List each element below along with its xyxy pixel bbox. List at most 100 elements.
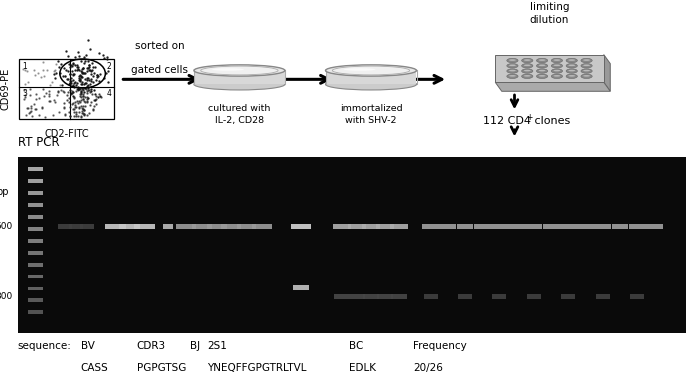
Polygon shape xyxy=(603,55,610,91)
Ellipse shape xyxy=(194,79,285,90)
Ellipse shape xyxy=(507,63,518,68)
Point xyxy=(67,106,78,112)
Point xyxy=(72,84,83,90)
Point xyxy=(59,73,70,79)
Point xyxy=(88,86,99,92)
Point xyxy=(78,96,89,102)
Point xyxy=(81,111,92,118)
Point xyxy=(99,75,110,81)
Point xyxy=(69,106,80,113)
Ellipse shape xyxy=(522,63,533,68)
Point xyxy=(69,80,80,86)
Point xyxy=(54,108,65,115)
Point xyxy=(75,81,86,87)
Bar xyxy=(630,293,644,299)
Point xyxy=(37,86,48,92)
Point xyxy=(73,53,84,59)
Point xyxy=(68,96,79,102)
Bar xyxy=(19,59,113,119)
Point xyxy=(38,73,50,79)
Text: PGPGTSG: PGPGTSG xyxy=(136,363,186,373)
Point xyxy=(71,86,83,92)
Bar xyxy=(561,293,575,299)
Point xyxy=(85,89,96,95)
Point xyxy=(69,54,80,60)
Point xyxy=(64,104,76,110)
Bar xyxy=(474,224,491,229)
Text: +: + xyxy=(526,113,533,122)
Point xyxy=(85,86,97,92)
Point xyxy=(31,106,42,112)
Point xyxy=(87,73,98,79)
Point xyxy=(25,103,36,109)
Ellipse shape xyxy=(539,75,545,77)
Point xyxy=(82,77,93,83)
Point xyxy=(78,93,89,99)
Bar xyxy=(542,224,559,229)
Point xyxy=(60,73,71,79)
Point xyxy=(27,113,38,119)
Point xyxy=(24,109,35,115)
Bar xyxy=(377,293,393,299)
Ellipse shape xyxy=(566,74,578,79)
Point xyxy=(71,82,82,88)
Bar xyxy=(629,224,645,229)
Point xyxy=(52,92,63,98)
Point xyxy=(65,113,76,120)
Point xyxy=(86,99,97,105)
Ellipse shape xyxy=(583,59,590,61)
Point xyxy=(19,67,30,73)
Ellipse shape xyxy=(509,59,516,61)
Point xyxy=(83,65,94,71)
Bar xyxy=(28,167,43,171)
Point xyxy=(85,78,97,84)
Point xyxy=(74,77,85,83)
Point xyxy=(67,89,78,95)
Point xyxy=(79,80,90,86)
Point xyxy=(76,91,87,97)
Point xyxy=(75,86,86,92)
Point xyxy=(69,113,80,119)
Point xyxy=(78,91,89,97)
Point xyxy=(77,110,88,116)
Point xyxy=(68,109,79,115)
Text: 2: 2 xyxy=(106,62,111,71)
Point xyxy=(83,37,94,43)
Point xyxy=(53,88,64,94)
Point xyxy=(81,87,92,94)
Point xyxy=(76,94,87,100)
Ellipse shape xyxy=(212,68,244,71)
Ellipse shape xyxy=(539,65,545,66)
Point xyxy=(88,106,99,112)
Point xyxy=(72,99,83,106)
Point xyxy=(30,91,41,97)
Point xyxy=(88,107,99,113)
Point xyxy=(71,113,82,120)
Bar xyxy=(424,293,438,299)
Text: EDLK: EDLK xyxy=(349,363,376,373)
Ellipse shape xyxy=(539,70,545,71)
Bar xyxy=(69,224,83,229)
Point xyxy=(67,72,78,78)
Ellipse shape xyxy=(536,63,547,68)
Point xyxy=(79,76,90,82)
Point xyxy=(66,101,77,107)
Ellipse shape xyxy=(568,59,575,61)
Point xyxy=(64,81,75,87)
Point xyxy=(83,87,94,93)
Point xyxy=(67,71,78,77)
Bar xyxy=(58,224,72,229)
Point xyxy=(78,106,89,113)
Point xyxy=(71,109,82,115)
Point xyxy=(78,106,89,112)
Point xyxy=(62,76,73,82)
Point xyxy=(98,55,109,61)
Point xyxy=(87,91,98,97)
Point xyxy=(22,68,33,75)
Point xyxy=(60,111,71,118)
Point xyxy=(59,89,70,95)
Point xyxy=(81,67,92,74)
Bar xyxy=(293,285,309,290)
Bar xyxy=(376,224,394,229)
Point xyxy=(50,62,62,68)
